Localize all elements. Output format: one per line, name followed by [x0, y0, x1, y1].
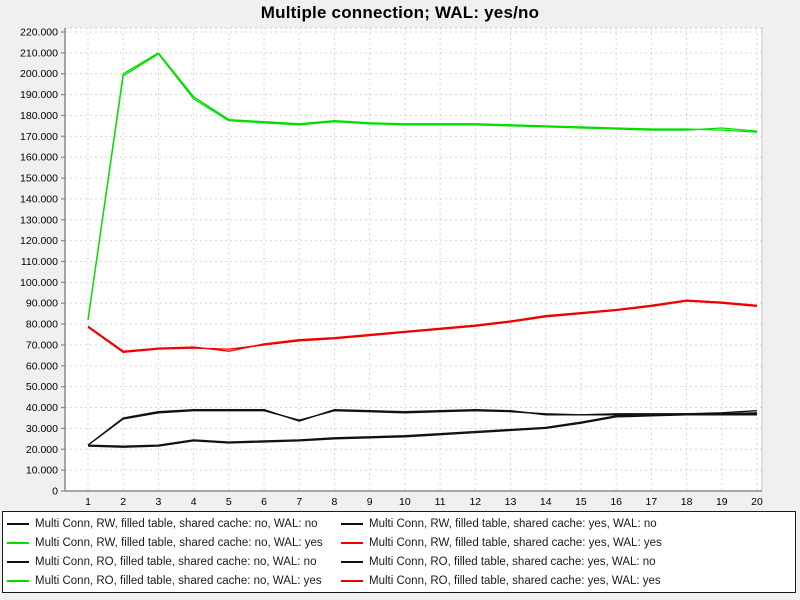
y-tick-label: 200.000 — [20, 68, 58, 80]
x-tick-label: 20 — [751, 496, 763, 508]
legend-line-swatch — [7, 579, 29, 582]
x-tick-label: 14 — [540, 496, 552, 508]
series-line — [87, 300, 758, 353]
legend-item: Multi Conn, RW, filled table, shared cac… — [7, 534, 341, 552]
chart-legend: Multi Conn, RW, filled table, shared cac… — [2, 511, 796, 593]
y-tick-label: 20.000 — [26, 444, 58, 456]
y-tick-label: 80.000 — [26, 319, 58, 331]
chart-title: Multiple connection; WAL: yes/no — [260, 3, 540, 22]
y-tick-label: 160.000 — [20, 152, 58, 164]
legend-label: Multi Conn, RW, filled table, shared cac… — [35, 536, 323, 549]
legend-line-swatch — [341, 541, 363, 544]
chart-plot: 0 10.000 20.000 30.000 40.000 50.000 60.000 70.… — [20, 27, 763, 509]
x-tick-label: 6 — [261, 496, 267, 508]
x-tick-label: 17 — [646, 496, 658, 508]
x-tick-label: 12 — [469, 496, 481, 508]
y-tick-label: 10.000 — [26, 465, 58, 477]
x-tick-label: 16 — [610, 496, 622, 508]
x-tick-label: 15 — [575, 496, 587, 508]
legend-line-swatch — [7, 541, 29, 544]
x-tick-label: 11 — [435, 496, 446, 508]
x-tick-label: 10 — [399, 496, 411, 508]
y-tick-label: 220.000 — [20, 27, 58, 39]
x-tick-label: 1 — [85, 496, 91, 508]
x-tick-label: 5 — [226, 496, 232, 508]
legend-item: Multi Conn, RW, filled table, shared cac… — [341, 534, 791, 552]
series-line — [87, 414, 757, 448]
x-tick-label: 2 — [120, 496, 126, 508]
legend-line-swatch — [7, 560, 29, 563]
x-tick-label: 3 — [155, 496, 161, 508]
y-tick-label: 30.000 — [26, 423, 58, 435]
y-tick-label: 130.000 — [20, 214, 58, 226]
y-tick-label: 170.000 — [20, 131, 58, 143]
legend-label: Multi Conn, RW, filled table, shared cac… — [35, 517, 318, 530]
legend-item: Multi Conn, RO, filled table, shared cac… — [7, 553, 341, 571]
plot-area — [65, 28, 762, 491]
series-line — [87, 52, 758, 320]
y-tick-label: 60.000 — [26, 360, 58, 372]
y-tick-label: 120.000 — [20, 235, 58, 247]
y-tick-label: 180.000 — [20, 110, 58, 122]
x-tick-label: 4 — [191, 496, 197, 508]
x-tick-label: 19 — [716, 496, 728, 508]
x-tick-label: 7 — [296, 496, 302, 508]
legend-label: Multi Conn, RO, filled table, shared cac… — [369, 555, 656, 568]
y-tick-label: 190.000 — [20, 89, 58, 101]
x-tick-label: 18 — [681, 496, 693, 508]
legend-label: Multi Conn, RW, filled table, shared cac… — [369, 517, 657, 530]
legend-line-swatch — [341, 560, 363, 563]
y-tick-label: 50.000 — [26, 381, 58, 393]
y-tick-label: 90.000 — [26, 298, 58, 310]
x-tick-label: 8 — [332, 496, 338, 508]
y-tick-label: 140.000 — [20, 193, 58, 205]
legend-label: Multi Conn, RO, filled table, shared cac… — [35, 574, 322, 587]
series-line — [87, 410, 758, 446]
y-tick-label: 110.000 — [21, 256, 58, 268]
legend-item: Multi Conn, RO, filled table, shared cac… — [341, 572, 791, 590]
legend-label: Multi Conn, RW, filled table, shared cac… — [369, 536, 662, 549]
y-tick-label: 210.000 — [20, 47, 58, 59]
legend-item: Multi Conn, RW, filled table, shared cac… — [341, 515, 791, 533]
y-tick-label: 150.000 — [20, 173, 58, 185]
legend-line-swatch — [341, 579, 363, 582]
legend-item: Multi Conn, RO, filled table, shared cac… — [341, 553, 791, 571]
legend-item: Multi Conn, RW, filled table, shared cac… — [7, 515, 341, 533]
legend-label: Multi Conn, RO, filled table, shared cac… — [369, 574, 661, 587]
legend-line-swatch — [341, 522, 363, 525]
y-tick-label: 40.000 — [26, 402, 58, 414]
legend-line-swatch — [7, 522, 29, 525]
series-line — [87, 408, 758, 446]
legend-label: Multi Conn, RO, filled table, shared cac… — [35, 555, 317, 568]
x-tick-label: 13 — [505, 496, 517, 508]
series-line — [87, 53, 758, 320]
y-tick-label: 100.000 — [20, 277, 58, 289]
x-tick-label: 9 — [367, 496, 373, 508]
legend-item: Multi Conn, RO, filled table, shared cac… — [7, 572, 341, 590]
y-tick-label: 0 — [52, 486, 58, 498]
y-tick-label: 70.000 — [26, 339, 58, 351]
